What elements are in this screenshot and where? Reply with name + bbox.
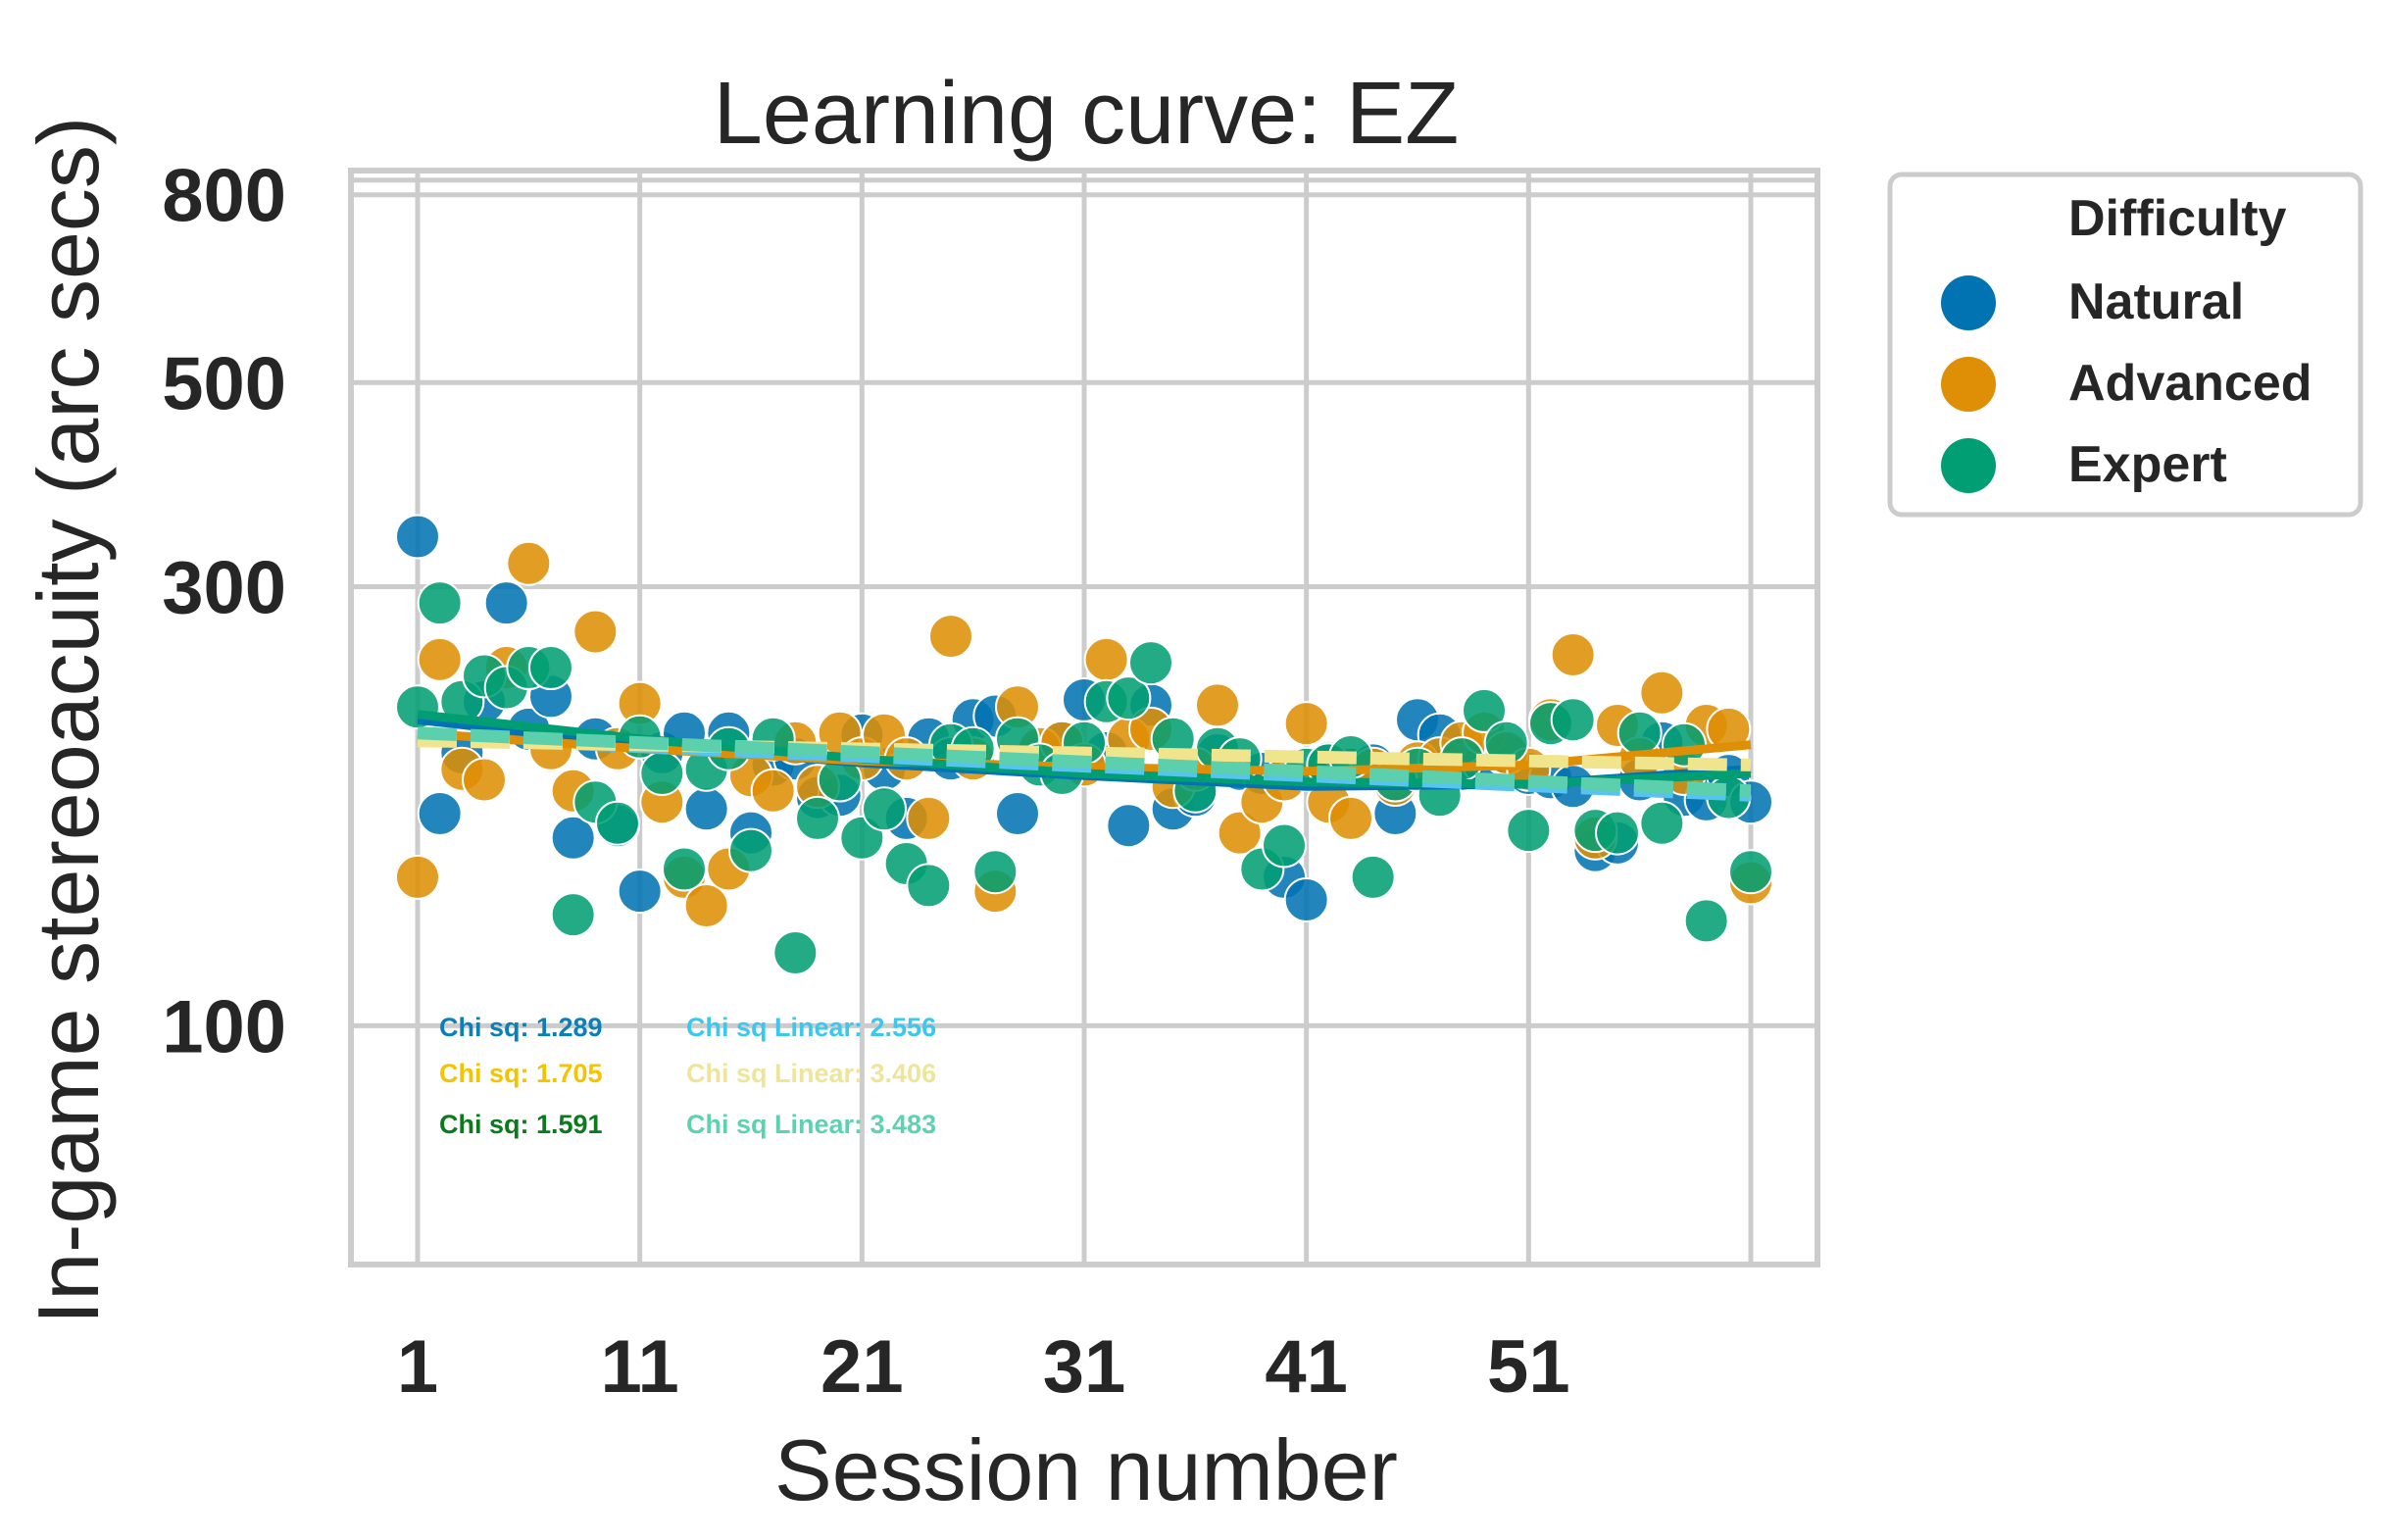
data-point-natural [683, 786, 729, 832]
annotation-chi-sq-linear-natural: Chi sq Linear: 2.556 [686, 1013, 936, 1042]
data-point-expert [528, 645, 573, 691]
y-tick-label: 800 [162, 155, 286, 238]
data-point-expert [795, 795, 840, 841]
annotation-chi-sq-linear-expert: Chi sq Linear: 3.483 [686, 1110, 936, 1139]
data-point-advanced [1283, 701, 1329, 747]
data-point-advanced [1639, 670, 1685, 716]
data-point-expert [972, 849, 1019, 895]
x-tick-label: 31 [1043, 1325, 1126, 1409]
legend-marker-advanced [1941, 357, 1996, 412]
x-tick-label: 21 [821, 1325, 904, 1409]
data-point-expert [906, 863, 952, 909]
fit-lines [417, 710, 1752, 802]
data-point-advanced [906, 795, 952, 841]
annotation-chi-sq-linear-advanced: Chi sq Linear: 3.406 [686, 1059, 936, 1088]
data-point-expert [417, 580, 463, 626]
data-point-advanced [1550, 631, 1596, 677]
data-point-advanced [1328, 795, 1373, 841]
legend: Difficulty Natural Advanced Expert [1887, 172, 2363, 518]
data-point-expert [1728, 849, 1773, 895]
data-point-expert [1506, 808, 1552, 854]
legend-title: Difficulty [2068, 190, 2287, 247]
data-point-expert [595, 800, 640, 846]
data-point-advanced [928, 614, 973, 660]
data-point-advanced [1195, 682, 1240, 728]
data-point-expert [1462, 687, 1507, 733]
legend-box [1887, 172, 2363, 518]
legend-label-natural: Natural [2068, 273, 2244, 330]
y-tick-label: 300 [162, 547, 286, 630]
data-point-advanced [683, 882, 729, 928]
data-point-expert [1639, 800, 1685, 846]
legend-marker-expert [1941, 438, 1996, 493]
x-tick-label: 11 [600, 1325, 678, 1409]
data-point-advanced [572, 609, 619, 655]
data-point-expert [1683, 898, 1729, 944]
data-point-natural [550, 815, 596, 861]
legend-label-expert: Expert [2068, 436, 2227, 493]
data-point-advanced [1217, 810, 1263, 856]
data-point-expert [772, 929, 819, 975]
x-axis-label: Session number [774, 1421, 1398, 1518]
data-point-expert [1106, 675, 1152, 721]
data-point-advanced [462, 757, 507, 803]
data-point-advanced [417, 636, 463, 682]
data-point-natural [395, 514, 440, 560]
data-point-expert [1550, 697, 1596, 743]
data-point-advanced [750, 768, 796, 814]
data-point-expert [728, 827, 773, 873]
data-point-natural [617, 869, 663, 915]
data-point-expert [1128, 640, 1173, 686]
data-point-expert [862, 786, 907, 832]
x-tick-label: 51 [1487, 1325, 1570, 1409]
data-point-natural [1283, 876, 1329, 922]
y-tick-label: 100 [162, 985, 286, 1068]
x-tick-label: 1 [397, 1325, 438, 1409]
legend-label-advanced: Advanced [2068, 355, 2312, 412]
data-point-advanced [506, 540, 552, 586]
data-point-expert [1262, 822, 1307, 869]
x-tick-label: 41 [1265, 1325, 1348, 1409]
annotation-chi-sq-natural: Chi sq: 1.289 [439, 1013, 603, 1042]
data-point-advanced [395, 854, 440, 900]
data-point-natural [1106, 803, 1152, 849]
legend-marker-natural [1941, 275, 1996, 330]
fit-line-linear-expert [417, 726, 1752, 798]
data-point-natural [483, 580, 529, 626]
y-axis-label: In-game stereoacuity (arc secs) [20, 117, 117, 1324]
annotation-chi-sq-expert: Chi sq: 1.591 [439, 1110, 603, 1139]
data-point-expert [662, 846, 707, 892]
chart-title: Learning curve: EZ [714, 65, 1459, 163]
data-point-expert [550, 892, 596, 938]
y-tick-labels: 100 300 500 800 [162, 155, 286, 1069]
data-point-expert [639, 751, 685, 797]
data-point-expert [1595, 810, 1640, 856]
data-point-advanced [1083, 636, 1129, 682]
annotation-chi-sq-advanced: Chi sq: 1.705 [439, 1059, 603, 1088]
data-point-natural [995, 791, 1040, 837]
data-point-expert [1350, 854, 1396, 900]
grid [351, 171, 1817, 1265]
x-tick-labels: 1 11 21 31 41 51 [397, 1325, 1570, 1409]
y-tick-label: 500 [162, 342, 286, 425]
data-point-expert [1616, 710, 1663, 756]
stats-annotations: Chi sq: 1.289 Chi sq Linear: 2.556 Chi s… [439, 1013, 936, 1139]
data-point-natural [417, 791, 463, 837]
